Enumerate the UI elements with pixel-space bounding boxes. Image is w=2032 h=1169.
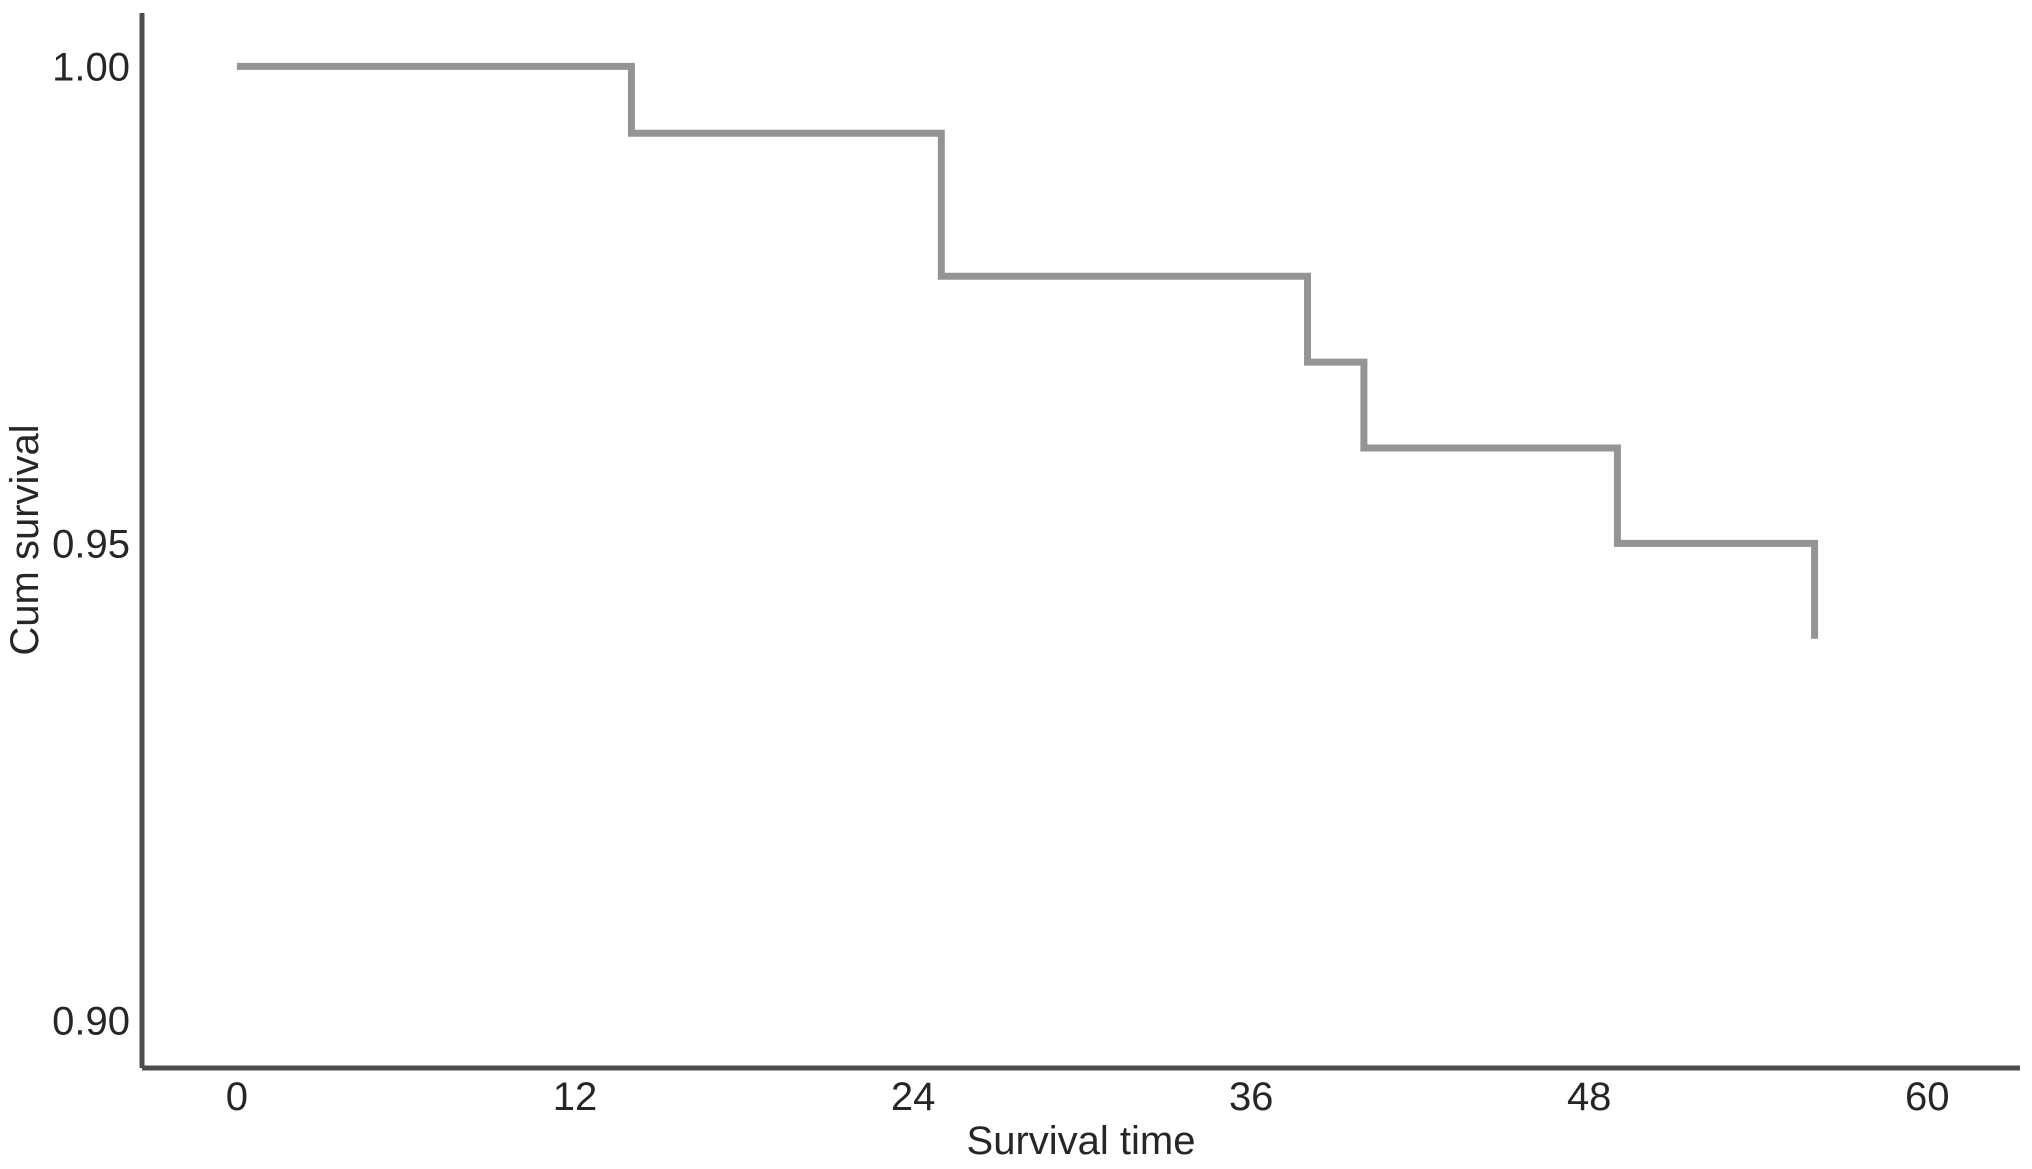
y-axis-title: Cum survival bbox=[3, 424, 47, 655]
survival-curve-line bbox=[236, 62, 1819, 639]
y-tick-label: 1.00 bbox=[52, 45, 130, 89]
x-tick-label: 0 bbox=[226, 1075, 248, 1119]
curve-layer bbox=[236, 62, 1819, 639]
x-tick-label: 36 bbox=[1229, 1075, 1274, 1119]
x-axis-title: Survival time bbox=[967, 1119, 1196, 1163]
tick-labels-layer: 0 12 24 36 48 60 1.00 0.95 0.90 bbox=[52, 45, 1949, 1119]
x-tick-label: 48 bbox=[1567, 1075, 1612, 1119]
x-tick-label: 24 bbox=[891, 1075, 936, 1119]
y-tick-label: 0.90 bbox=[52, 999, 130, 1043]
y-tick-label: 0.95 bbox=[52, 522, 130, 566]
x-tick-label: 60 bbox=[1905, 1075, 1950, 1119]
axes-layer bbox=[139, 13, 2020, 1071]
x-tick-label: 12 bbox=[553, 1075, 598, 1119]
